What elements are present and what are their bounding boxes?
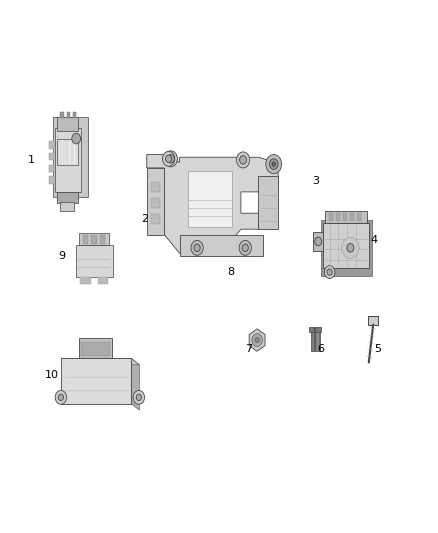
Text: 5: 5 xyxy=(374,344,381,354)
Circle shape xyxy=(167,155,174,163)
Circle shape xyxy=(166,155,172,163)
Bar xyxy=(49,153,54,160)
Bar xyxy=(73,112,76,118)
Bar xyxy=(151,198,160,208)
Text: 10: 10 xyxy=(45,370,59,380)
Circle shape xyxy=(242,244,248,252)
Bar xyxy=(59,141,61,165)
Polygon shape xyxy=(61,359,139,365)
Circle shape xyxy=(269,159,278,169)
Circle shape xyxy=(55,390,67,405)
Bar xyxy=(151,182,160,192)
Bar xyxy=(325,211,367,223)
Bar xyxy=(68,141,71,165)
Bar xyxy=(67,112,70,118)
Bar xyxy=(80,277,91,284)
Bar xyxy=(49,176,54,184)
Bar xyxy=(350,213,354,222)
Bar xyxy=(314,232,323,251)
Bar xyxy=(328,213,333,222)
Polygon shape xyxy=(249,329,265,351)
Text: 4: 4 xyxy=(371,235,378,245)
Bar xyxy=(357,213,361,222)
Circle shape xyxy=(239,240,251,255)
Bar xyxy=(258,176,278,229)
Bar xyxy=(311,330,320,351)
Bar xyxy=(60,202,74,211)
Bar xyxy=(100,235,105,244)
Bar xyxy=(49,165,54,172)
Circle shape xyxy=(164,151,177,167)
Bar xyxy=(336,213,340,222)
Bar xyxy=(368,316,378,325)
Circle shape xyxy=(72,133,81,144)
Text: 9: 9 xyxy=(59,251,66,261)
Bar xyxy=(79,233,110,245)
Circle shape xyxy=(314,237,321,246)
Circle shape xyxy=(327,269,332,275)
Circle shape xyxy=(191,240,203,255)
Circle shape xyxy=(266,155,282,174)
Bar xyxy=(64,141,66,165)
Circle shape xyxy=(324,265,335,278)
Bar xyxy=(60,112,64,118)
Bar xyxy=(323,223,369,268)
Bar xyxy=(343,213,347,222)
Polygon shape xyxy=(131,359,139,410)
Circle shape xyxy=(136,394,141,401)
Text: 7: 7 xyxy=(245,344,252,354)
Bar xyxy=(53,117,88,197)
Text: 2: 2 xyxy=(141,214,148,223)
Circle shape xyxy=(272,162,276,166)
Bar xyxy=(180,235,263,256)
Bar xyxy=(57,117,78,131)
Polygon shape xyxy=(147,155,278,256)
Bar xyxy=(73,141,76,165)
Bar xyxy=(61,359,131,404)
Circle shape xyxy=(255,337,259,343)
Polygon shape xyxy=(188,171,232,227)
Bar xyxy=(81,343,110,356)
Circle shape xyxy=(240,156,247,164)
Bar xyxy=(91,235,96,244)
Text: 6: 6 xyxy=(317,344,324,354)
Bar xyxy=(75,245,113,277)
Bar xyxy=(147,168,164,235)
Bar xyxy=(49,141,54,149)
Circle shape xyxy=(252,334,262,346)
Bar xyxy=(57,192,78,203)
Bar xyxy=(57,139,78,165)
Bar xyxy=(98,277,108,284)
Bar xyxy=(321,220,372,276)
Text: 8: 8 xyxy=(227,267,234,277)
Circle shape xyxy=(347,244,354,252)
Circle shape xyxy=(342,237,359,259)
Circle shape xyxy=(194,244,200,252)
Bar xyxy=(309,327,321,332)
Bar xyxy=(79,338,112,359)
Text: 3: 3 xyxy=(312,176,319,186)
Circle shape xyxy=(58,394,64,401)
Bar xyxy=(151,214,160,224)
Bar xyxy=(55,128,81,192)
Bar xyxy=(82,235,88,244)
Text: 1: 1 xyxy=(28,155,35,165)
Circle shape xyxy=(162,151,175,166)
Circle shape xyxy=(133,390,145,405)
Circle shape xyxy=(237,152,250,168)
